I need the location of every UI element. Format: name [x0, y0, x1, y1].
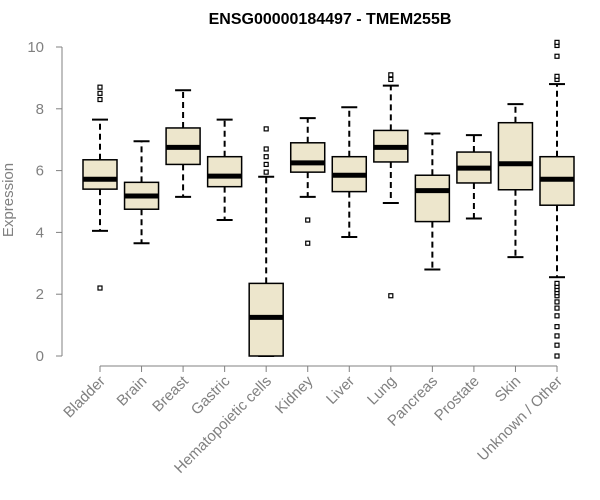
y-axis: 0 2 4 6 8 10 [27, 39, 63, 365]
x-category-label: Kidney [272, 372, 317, 417]
outlier-point [554, 280, 560, 286]
box-iqr [82, 159, 118, 190]
box-group [165, 89, 201, 198]
outlier-point [554, 305, 560, 311]
outlier-point [305, 217, 311, 223]
box-group [206, 118, 243, 222]
outlier-point [97, 96, 103, 103]
outlier-point [263, 126, 269, 132]
box-group [248, 126, 284, 357]
outlier-point [554, 324, 560, 330]
outlier-point [388, 293, 394, 299]
outlier-point [97, 90, 103, 96]
x-category-label: Liver [323, 373, 358, 408]
box-group [539, 39, 575, 359]
outlier-point [554, 353, 560, 359]
outlier-point [305, 240, 311, 246]
y-axis-label: Expression [0, 163, 17, 237]
outlier-point [554, 53, 560, 59]
x-category-label: Prostate [431, 373, 483, 425]
outlier-point [97, 285, 103, 291]
outlier-point [263, 146, 269, 152]
box-iqr [414, 174, 451, 223]
box-group [456, 134, 492, 220]
x-category-label: Lung [364, 373, 400, 409]
box-group [331, 106, 368, 239]
x-category-label: Breast [149, 372, 192, 415]
box-iqr [289, 142, 326, 173]
outlier-point [554, 313, 560, 319]
y-tick-label: 0 [36, 348, 44, 365]
outlier-point [554, 73, 560, 79]
box-series [82, 39, 575, 359]
outlier-point [554, 39, 560, 45]
x-category-label: Bladder [60, 373, 109, 422]
y-tick-label: 2 [36, 286, 44, 303]
y-tick-label: 4 [36, 224, 44, 241]
chart-title: ENSG00000184497 - TMEM255B [209, 11, 452, 28]
x-category-label: Skin [492, 373, 525, 406]
outlier-point [554, 299, 560, 305]
box-group [414, 132, 451, 271]
box-group [123, 140, 160, 245]
box-group [289, 117, 326, 246]
outlier-point [388, 72, 394, 78]
outlier-point [388, 76, 394, 83]
outlier-point [263, 161, 269, 168]
box-group [497, 103, 534, 259]
outlier-point [263, 169, 269, 175]
box-iqr [206, 155, 243, 188]
box-group [82, 84, 118, 291]
outlier-point [97, 84, 103, 90]
outlier-point [554, 333, 560, 339]
y-tick-label: 8 [36, 101, 44, 118]
y-tick-label: 6 [36, 163, 44, 180]
box-iqr [497, 121, 534, 191]
outlier-point [554, 342, 560, 348]
box-group [373, 72, 409, 299]
outlier-point [263, 154, 269, 160]
x-category-label: Brain [114, 373, 151, 410]
y-tick-label: 10 [27, 39, 44, 56]
